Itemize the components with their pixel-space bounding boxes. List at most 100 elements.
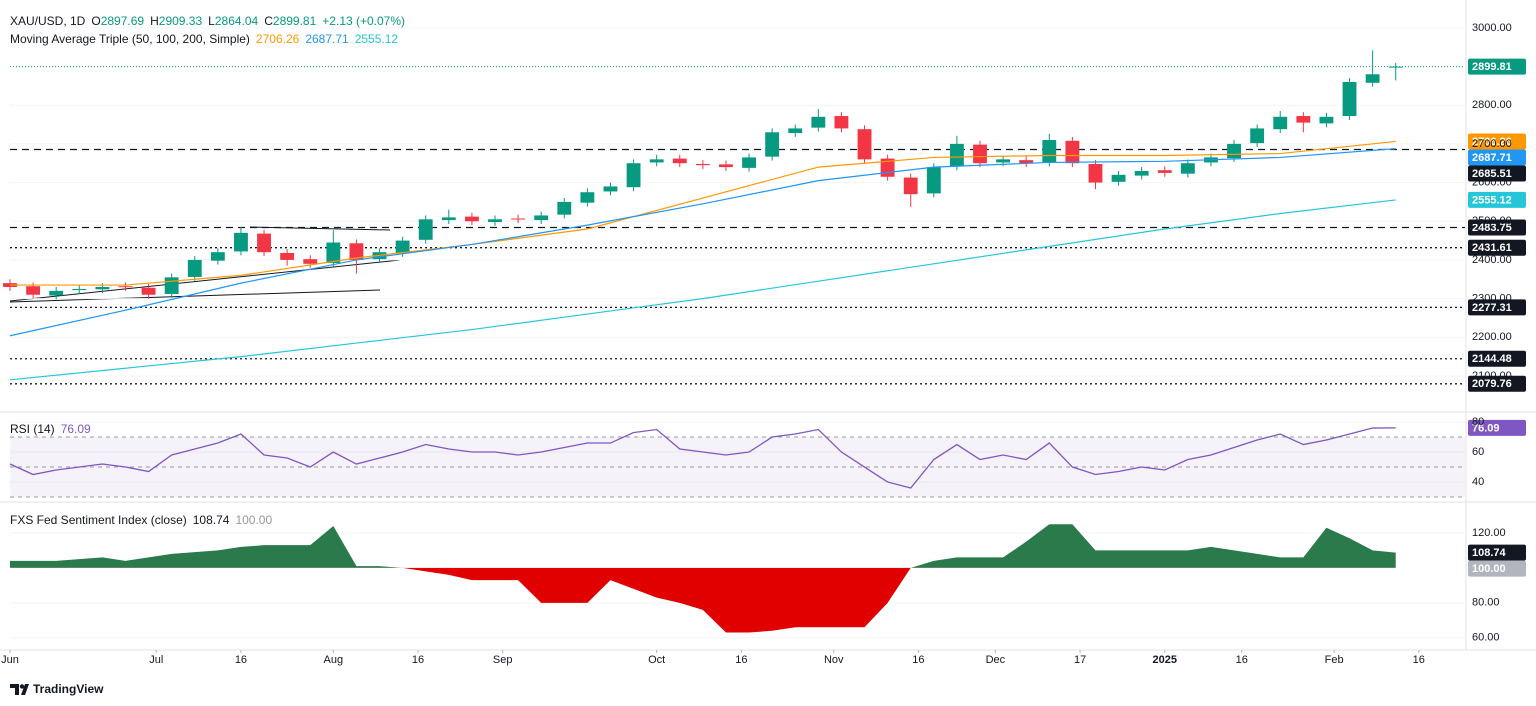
y-tick-label: 2200.00 (1472, 331, 1512, 343)
ohlc-label: H (150, 14, 159, 28)
candle-body (257, 233, 271, 253)
candle-body (857, 129, 872, 160)
ma-legend: Moving Average Triple (50, 100, 200, Sim… (10, 32, 398, 46)
x-tick-label: 16 (735, 654, 747, 666)
symbol: XAU/USD, 1D (10, 14, 86, 28)
y-tick-label: 120.00 (1472, 527, 1506, 539)
price-tag-box (1468, 350, 1526, 367)
candle-body (26, 286, 41, 295)
x-tick-label: 16 (412, 654, 424, 666)
price-tag-box (1468, 419, 1526, 436)
baseline-value: 100.00 (235, 513, 273, 527)
price-tag-box (1468, 560, 1526, 577)
x-tick-label: 16 (1236, 654, 1248, 666)
price-tag-label: 2079.76 (1472, 378, 1512, 390)
candle-body (488, 219, 502, 223)
candle-body (95, 287, 110, 290)
candle-body (695, 164, 710, 166)
ma-value: 2706.26 (255, 32, 300, 46)
candle-body (72, 288, 87, 291)
price-tag-label: 2687.71 (1472, 152, 1512, 164)
candle-body (1065, 140, 1080, 164)
y-tick-label: 2600.00 (1472, 176, 1512, 188)
candle-body (141, 287, 156, 295)
ohlc-value: 2897.69 (100, 14, 145, 28)
x-tick-label: Oct (648, 654, 665, 666)
candle-body (557, 201, 572, 215)
candle-body (996, 159, 1011, 163)
x-tick-label: Nov (824, 654, 844, 666)
candle-body (349, 243, 364, 260)
candle-body (1157, 170, 1172, 173)
candle-body (511, 218, 526, 220)
price-tag-label: 108.74 (1472, 547, 1507, 559)
candle-body (1180, 163, 1195, 174)
price-tag-label: 2483.75 (1472, 222, 1512, 234)
y-tick-label: 60 (1472, 446, 1484, 458)
y-tick-label: 2300.00 (1472, 293, 1512, 305)
candle-body (949, 143, 964, 167)
candle-body (1365, 74, 1380, 83)
candle-body (1296, 116, 1311, 123)
price-tag-box (1468, 165, 1526, 182)
rsi-legend: RSI (14) 76.09 (10, 422, 91, 436)
trend-line (249, 226, 391, 231)
x-tick-label: Aug (324, 654, 344, 666)
sentiment-value: 108.74 (192, 513, 230, 527)
candle-body (603, 186, 618, 192)
x-tick-label: 16 (235, 654, 247, 666)
candle-body (1273, 116, 1288, 130)
y-tick-label: 40 (1472, 476, 1484, 488)
ohlc-value: 2864.04 (214, 14, 259, 28)
candle-body (580, 192, 595, 203)
candle-body (326, 242, 341, 264)
x-tick-label: Dec (986, 654, 1006, 666)
y-tick-label: 2500.00 (1472, 215, 1512, 227)
candle-body (1111, 174, 1126, 182)
x-tick-label: 17 (1074, 654, 1086, 666)
candle-body (834, 116, 849, 129)
price-tag-label: 2899.81 (1472, 61, 1512, 73)
candle-body (234, 232, 248, 252)
x-tick-label: Sep (493, 654, 513, 666)
candle-body (418, 219, 433, 240)
candle-body (1042, 140, 1057, 163)
logo (10, 684, 29, 695)
price-tag-label: 2706.26 (1472, 136, 1512, 148)
y-tick-label: 60.00 (1472, 632, 1500, 644)
trend-line (9, 289, 381, 303)
price-tag-box (1468, 58, 1526, 75)
price-tag-label: 100.00 (1472, 563, 1506, 575)
candle-body (1088, 164, 1103, 183)
indicator-name: Moving Average Triple (50, 100, 200, Sim… (10, 32, 250, 46)
change: +2.13 (+0.07%) (322, 14, 406, 28)
candle-body (210, 252, 225, 261)
ohlc-value: 2899.81 (272, 14, 317, 28)
candle-body (672, 158, 687, 164)
candle-body (1319, 116, 1334, 124)
price-tag-box (1468, 219, 1526, 236)
ma-value: 2687.71 (305, 32, 349, 46)
candle-body (1227, 143, 1241, 159)
price-tag-box (1468, 299, 1526, 316)
candle-body (973, 144, 987, 164)
price-tag-box (1468, 133, 1526, 150)
candle-body (164, 277, 179, 294)
candle-body (903, 177, 918, 195)
candle-body (788, 128, 803, 134)
candle-body (441, 217, 456, 221)
ohlc-value: 2909.33 (158, 14, 203, 28)
candle-body (1342, 82, 1357, 117)
x-tick-label: 16 (912, 654, 924, 666)
y-tick-label: 3000.00 (1472, 22, 1512, 34)
indicator-name: RSI (14) (10, 422, 55, 436)
price-tag-label: 2277.31 (1472, 302, 1512, 314)
candle-body (719, 164, 733, 168)
candle-body (534, 215, 549, 221)
candle-body (649, 159, 664, 163)
x-tick-label: Jul (149, 654, 163, 666)
candle-body (742, 157, 756, 168)
sentiment-legend: FXS Fed Sentiment Index (close) 108.74 100… (10, 513, 272, 527)
